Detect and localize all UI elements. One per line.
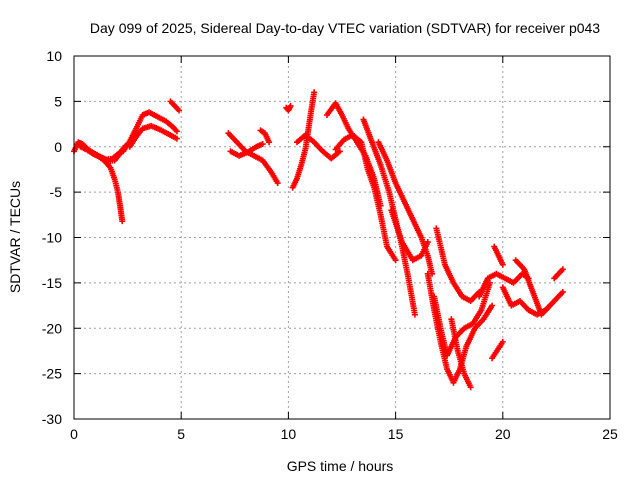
series-arc-d1 <box>283 102 294 114</box>
y-tick-label: -5 <box>50 184 63 200</box>
data-point <box>486 279 493 286</box>
y-tick-label: 10 <box>46 48 62 64</box>
data-point <box>173 128 180 135</box>
data-point <box>259 141 266 148</box>
x-tick-label: 10 <box>281 426 297 442</box>
series-arc-b3 <box>167 98 183 114</box>
data-point <box>173 135 180 142</box>
tick-layer: 0 5 10 15 20 25 -30 -25 -20 -15 -10 -5 0 5 10 <box>42 48 618 442</box>
x-tick-label: 15 <box>388 426 404 442</box>
series-arc-g3 <box>448 316 474 391</box>
series-arc-i4 <box>551 266 566 282</box>
series-arc-c2 <box>227 141 266 159</box>
series-arc-i1 <box>491 243 506 268</box>
series-arc-i3 <box>512 257 553 318</box>
y-tick-label: -10 <box>42 230 62 246</box>
plot-frame <box>73 55 611 420</box>
data-point <box>467 384 474 391</box>
data-point <box>559 288 566 295</box>
series-arc-d3 <box>293 131 343 162</box>
data-point <box>119 218 126 225</box>
series-arc-h1 <box>433 225 483 305</box>
x-axis-label: GPS time / hours <box>287 458 394 474</box>
x-tick-label: 25 <box>602 426 618 442</box>
series-arc-b1 <box>120 109 180 155</box>
data-point <box>546 302 553 309</box>
series-arc-a3 <box>81 145 126 225</box>
data-point <box>274 180 281 187</box>
data-point <box>266 139 273 146</box>
series-arc-c3 <box>257 127 273 146</box>
y-tick-label: 5 <box>54 93 62 109</box>
chart-title: Day 099 of 2025, Sidereal Day-to-day VTE… <box>90 20 600 36</box>
plot-layer <box>71 89 566 391</box>
data-point <box>411 311 418 318</box>
y-tick-label: -15 <box>42 275 62 291</box>
x-tick-label: 5 <box>177 426 185 442</box>
series-arc-j1 <box>489 338 506 362</box>
x-tick-label: 0 <box>70 426 78 442</box>
series-arc-b2 <box>126 122 180 150</box>
data-point <box>176 107 183 114</box>
data-point <box>392 257 399 264</box>
series-arc-d2 <box>289 89 318 191</box>
data-point <box>311 89 318 96</box>
data-point <box>287 102 294 109</box>
y-axis-label: SDTVAR / TECUs <box>7 181 23 293</box>
y-tick-label: -30 <box>42 411 62 427</box>
data-point <box>424 239 431 246</box>
series-arc-c1 <box>225 130 281 187</box>
data-point <box>499 261 506 268</box>
series-arc-f2 <box>388 207 431 264</box>
data-point <box>559 266 566 273</box>
series-arc-e2 <box>332 131 399 264</box>
series-arc-g2 <box>431 279 493 359</box>
y-tick-label: -20 <box>42 320 62 336</box>
x-tick-label: 20 <box>495 426 511 442</box>
data-point <box>489 302 496 309</box>
series-arc-f1 <box>375 139 436 277</box>
data-point <box>336 148 343 155</box>
y-tick-label: 0 <box>54 139 62 155</box>
data-point <box>499 338 506 345</box>
y-tick-label: -25 <box>42 366 62 382</box>
grid-layer <box>74 56 610 419</box>
